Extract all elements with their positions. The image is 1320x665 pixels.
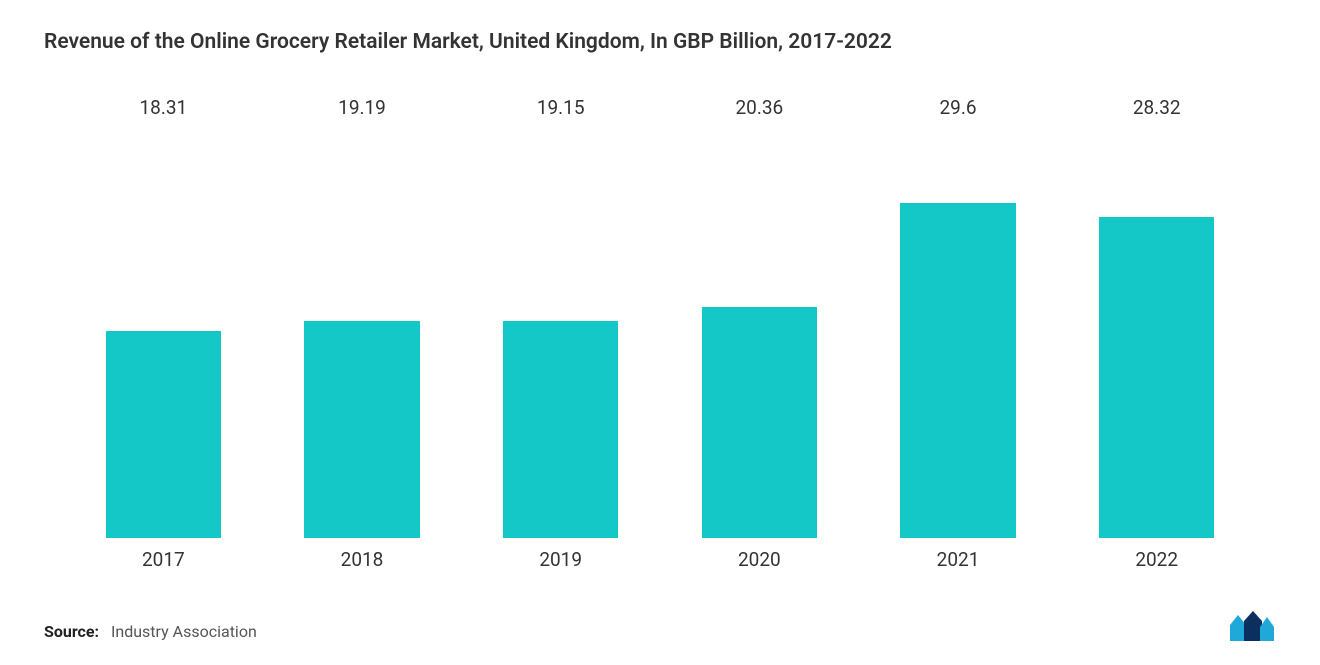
bar-col-0: 18.31 bbox=[64, 96, 263, 538]
x-axis: 2017 2018 2019 2020 2021 2022 bbox=[44, 538, 1276, 571]
value-label: 19.19 bbox=[338, 96, 386, 119]
value-label: 20.36 bbox=[735, 96, 783, 119]
value-label: 28.32 bbox=[1133, 96, 1181, 119]
bar-wrap bbox=[859, 131, 1058, 538]
mordor-intelligence-logo-icon bbox=[1228, 611, 1276, 641]
bar-2022 bbox=[1099, 217, 1214, 538]
x-tick: 2021 bbox=[859, 548, 1058, 571]
x-tick: 2022 bbox=[1057, 548, 1256, 571]
value-label: 18.31 bbox=[139, 96, 187, 119]
bar-wrap bbox=[263, 131, 462, 538]
x-tick: 2019 bbox=[461, 548, 660, 571]
bar-wrap bbox=[64, 131, 263, 538]
bar-wrap bbox=[660, 131, 859, 538]
chart-plot-area: 18.31 19.19 19.15 20.36 29.6 bbox=[44, 96, 1276, 538]
value-label: 19.15 bbox=[537, 96, 585, 119]
x-tick: 2020 bbox=[660, 548, 859, 571]
bar-col-1: 19.19 bbox=[263, 96, 462, 538]
bar-col-3: 20.36 bbox=[660, 96, 859, 538]
value-label: 29.6 bbox=[940, 96, 977, 119]
source-text: Industry Association bbox=[111, 622, 257, 641]
bar-wrap bbox=[461, 131, 660, 538]
bar-2017 bbox=[106, 331, 221, 539]
bar-2020 bbox=[702, 307, 817, 538]
bar-col-2: 19.15 bbox=[461, 96, 660, 538]
bar-col-4: 29.6 bbox=[859, 96, 1058, 538]
source-line: Source: Industry Association bbox=[44, 622, 257, 641]
x-tick: 2017 bbox=[64, 548, 263, 571]
bar-2019 bbox=[503, 321, 618, 538]
chart-footer: Source: Industry Association bbox=[44, 571, 1276, 641]
x-tick: 2018 bbox=[263, 548, 462, 571]
bar-2018 bbox=[304, 321, 419, 538]
chart-container: Revenue of the Online Grocery Retailer M… bbox=[0, 0, 1320, 665]
chart-title: Revenue of the Online Grocery Retailer M… bbox=[44, 28, 1276, 56]
bar-col-5: 28.32 bbox=[1057, 96, 1256, 538]
bar-wrap bbox=[1057, 131, 1256, 538]
source-label: Source: bbox=[44, 622, 99, 641]
bar-2021 bbox=[900, 203, 1015, 538]
